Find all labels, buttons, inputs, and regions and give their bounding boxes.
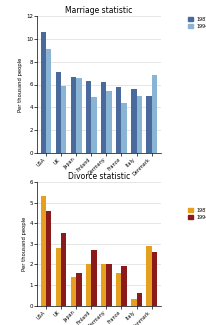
Y-axis label: Per thousand people: Per thousand people xyxy=(22,216,27,271)
Bar xyxy=(56,72,61,153)
Bar xyxy=(76,78,82,153)
Legend: 1981, 1994: 1981, 1994 xyxy=(187,207,206,221)
Bar xyxy=(131,299,137,305)
Bar xyxy=(116,87,122,153)
Bar xyxy=(146,96,152,153)
Bar xyxy=(86,264,91,305)
Bar xyxy=(137,96,142,153)
Bar xyxy=(86,81,91,153)
Bar xyxy=(152,252,157,306)
Bar xyxy=(71,277,76,306)
Bar xyxy=(122,266,127,306)
Bar xyxy=(137,293,142,306)
Bar xyxy=(61,85,67,153)
Bar xyxy=(116,273,122,306)
Bar xyxy=(101,264,107,305)
Bar xyxy=(71,76,76,153)
Bar xyxy=(91,97,97,153)
Bar xyxy=(146,246,152,306)
Bar xyxy=(46,49,52,153)
Title: Marriage statistic: Marriage statistic xyxy=(65,6,133,16)
Bar xyxy=(46,211,52,306)
Bar xyxy=(76,273,82,306)
Y-axis label: Per thousand people: Per thousand people xyxy=(18,57,23,112)
Bar xyxy=(41,32,46,153)
Bar xyxy=(107,264,112,305)
Bar xyxy=(91,250,97,306)
Bar xyxy=(56,248,61,306)
Bar xyxy=(152,75,157,153)
Bar xyxy=(61,233,67,306)
Title: Divorce statistic: Divorce statistic xyxy=(68,172,130,181)
Legend: 1981, 1994: 1981, 1994 xyxy=(187,16,206,30)
Bar xyxy=(107,91,112,153)
Bar xyxy=(131,89,137,153)
Bar xyxy=(101,82,107,153)
Bar xyxy=(41,196,46,306)
Bar xyxy=(122,103,127,153)
